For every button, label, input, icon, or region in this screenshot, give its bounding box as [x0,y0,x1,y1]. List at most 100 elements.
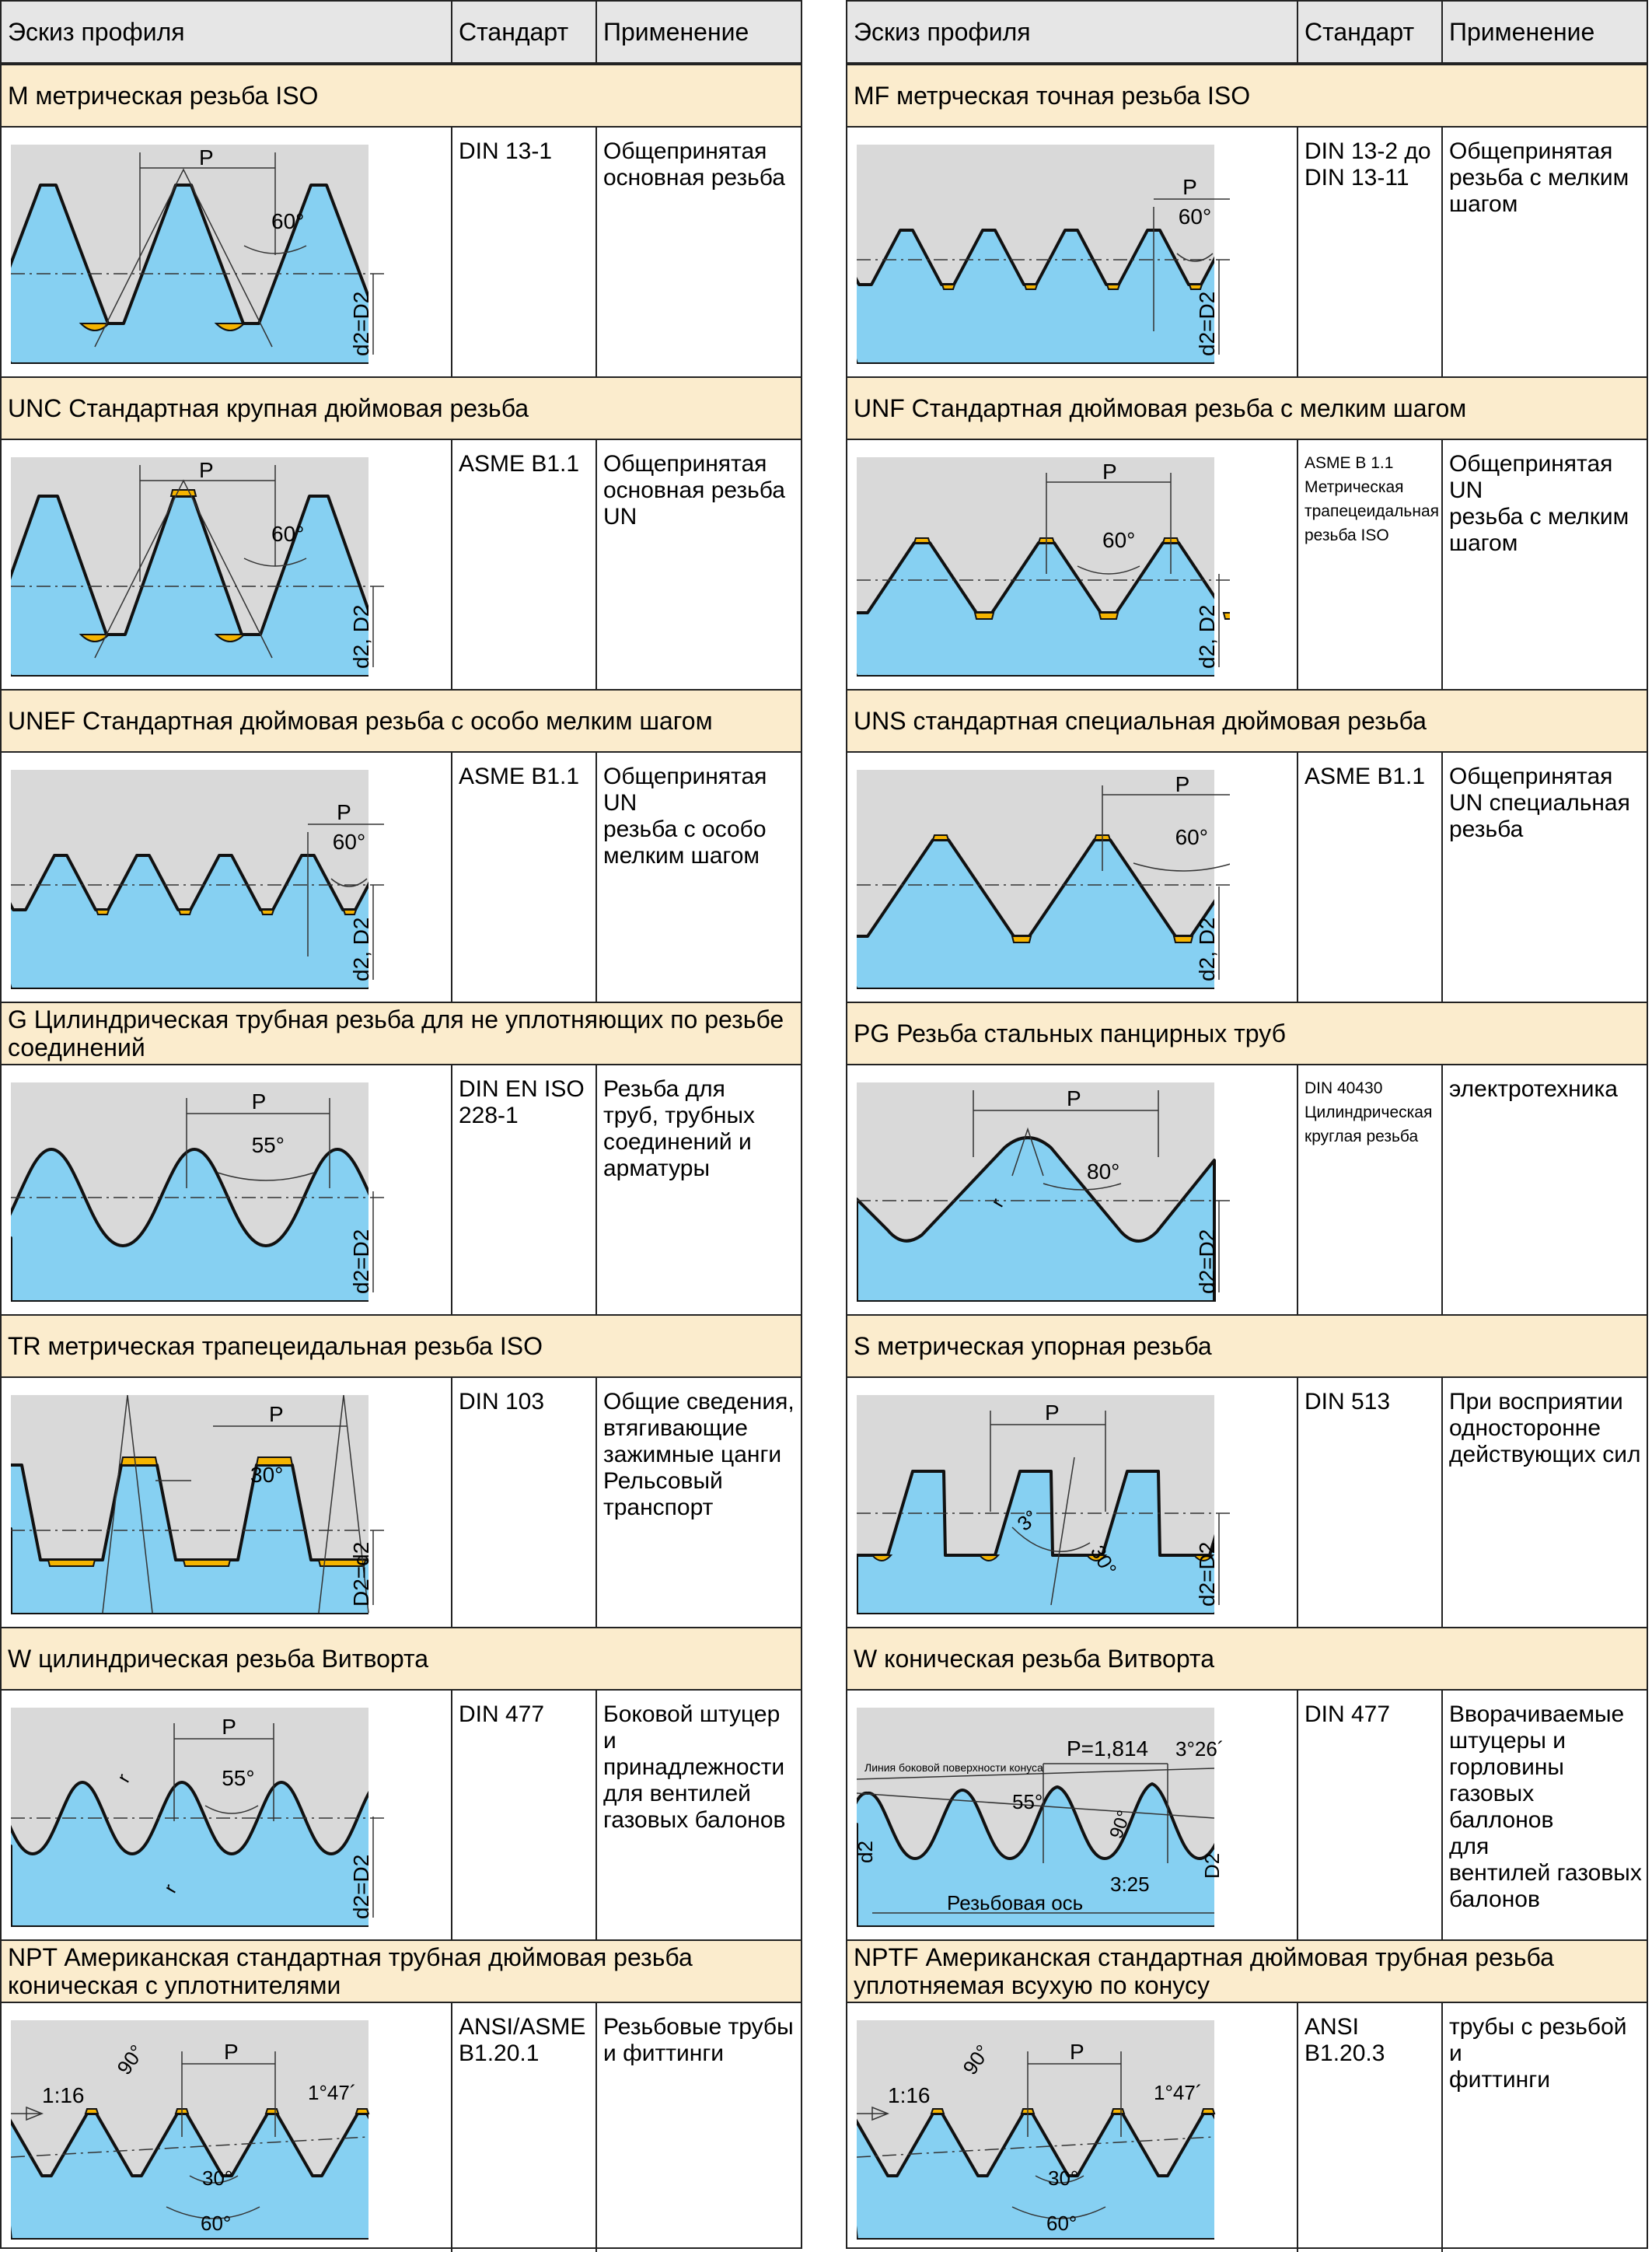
thread-row: P 60° d2, D2 ASME B1.1 Общепринятая UN специ… [847,753,1647,1002]
thread-profile [857,541,1214,677]
thread-row: P 30° D2=d2 DIN 103 Общие сведения, втягиваю… [2,1378,801,1627]
thread-row: 1:16 90° P 1°47´ 30° 60° ANSI B1.20.3 трубы с р… [847,2003,1647,2252]
pitch-label: P [224,2040,239,2064]
pitch-label: P [199,145,214,170]
root-zone [1023,284,1039,290]
angle-label: 60° [1175,825,1208,849]
root-zone [1098,612,1119,620]
crest-zone [1110,2108,1126,2114]
angle-30-label: 30° [202,2166,232,2190]
thread-profile [11,1148,368,1302]
pitch-dimension [155,1425,347,1481]
application-cell: При восприятии односторонне действующих … [1441,1378,1648,1627]
angle-arc [166,2175,260,2219]
standard-cell: DIN 40430 Цилиндрическая круглая резьба [1297,1065,1441,1314]
angle-label: 55° [252,1133,285,1157]
application-cell: Общепринятая основная резьба UN [595,440,802,689]
pitch-dimension [990,1411,1106,1606]
root-zone [317,1559,367,1567]
header-profile: Эскиз профиля [854,18,1031,46]
pitch-line [11,2136,369,2158]
header-standard: Стандарт [451,2,595,62]
table-header: Эскиз профиля Стандарт Применение [2,2,801,64]
angle-arc [1011,2175,1106,2219]
angle-30-label: 30° [1048,2166,1078,2190]
thread-profile [11,184,368,364]
thread-row: P 60° d2=D2 DIN 13-2 до DIN 13-11 Общепринят… [847,128,1647,376]
diameter-label: D2=d2 [349,1542,373,1607]
application-cell: Общепринятая UN специальная резьба [1441,753,1648,1002]
pitch-extension [1046,473,1172,574]
root-zone [1222,612,1230,620]
section-title: UNS стандартная специальная дюймовая рез… [847,689,1647,753]
flank-line-label: Линия боковой поверхности конуса [864,1761,1043,1774]
taper-label: 1:16 [42,2083,85,2107]
application-cell: Общепринятая UN резьба с мелким шагом [1441,440,1648,689]
root-zone [214,634,246,642]
angle-label: 60° [271,522,304,546]
section-title: G Цилиндрическая трубная резьба для не у… [2,1002,801,1065]
pitch-label: P [1182,175,1197,199]
application-cell: Общие сведения, втягивающие зажимные цан… [595,1378,802,1627]
profile-sketch: P 30° D2=d2 [11,1395,384,1614]
diameter-label: d2=D2 [1195,1229,1219,1294]
root-zone [1172,935,1194,943]
crest-zone [120,1456,159,1466]
angle-arc [1133,862,1230,872]
section-title: MF метрческая точная резьба ISO [847,64,1647,128]
pitch-label: P [1102,460,1117,484]
header-profile: Эскиз профиля [8,18,185,46]
root-zone [214,323,246,331]
header-application: Применение [595,2,802,62]
angle-label: 60° [271,209,304,233]
angle-label: 80° [1087,1159,1119,1184]
thread-row: P=1,814 3°26´ Линия боковой поверхности ко… [847,1691,1647,1939]
crest-zone [931,834,950,841]
application-cell: Резьбовые трубы и фиттинги [595,2003,802,2252]
standard-cell: ASME B1.1 [451,440,595,689]
root-zone [977,1554,1001,1561]
standard-cell: ANSI/ASME B1.20.1 [451,2003,595,2252]
taper-label: 1:16 [888,2083,931,2107]
profile-sketch: P=1,814 3°26´ Линия боковой поверхности ко… [857,1708,1230,1927]
pitch-extension [307,832,309,956]
pitch-label: P [252,1089,267,1114]
root-zone [79,323,111,331]
profile-sketch: P 55° r r d2=D2 [11,1708,384,1927]
root-zone [47,1559,96,1567]
thread-row: P 55° r r d2=D2 DIN 477 Боковой штуцер и прина… [2,1691,801,1939]
pitch-dimension [973,1090,1159,1157]
section-title: W коническая резьба Витворта [847,1627,1647,1691]
application-cell: Боковой штуцер и принадлежности для вент… [595,1691,802,1939]
angle-taper-label: 1°47´ [308,2081,356,2104]
angle-arc [1011,1526,1091,1552]
section-title: PG Резьба стальных панцирных труб [847,1002,1647,1065]
thread-profile [857,1782,1214,1927]
standard-cell: DIN EN ISO 228-1 [451,1065,595,1314]
standard-cell: DIN 13-1 [451,128,595,376]
root-zone [79,634,111,642]
section-title: W цилиндрическая резьба Витворта [2,1627,801,1691]
application-cell: Резьба для труб, трубных соединений и ар… [595,1065,802,1314]
profile-sketch: P 60° d2, D2 [11,457,384,677]
crest-zone [354,2108,370,2114]
angle-60-label: 60° [201,2212,231,2235]
standard-cell: DIN 13-2 до DIN 13-11 [1297,128,1441,376]
pitch-label: P [199,458,214,482]
d2-label: d2 [857,1841,877,1863]
profile-sketch: 1:16 90° P 1°47´ 30° 60° [857,2020,1230,2240]
crest-zone [255,1456,294,1466]
profile-sketch: P 60° d2=D2 [857,145,1230,364]
pitch-label: P [337,800,351,824]
angle-arc [1176,253,1214,262]
section-title: NPT Американская стандартная трубная дюй… [2,1939,801,2003]
angle-label: 60° [333,830,365,854]
right-table: Эскиз профиля Стандарт Применение MF мет… [846,0,1648,2252]
angle-arc [217,1172,315,1181]
pitch-extension [139,465,276,582]
crest-zone [264,2108,280,2114]
pitch-label: P=1,814 [1067,1736,1148,1761]
profile-sketch: P 55° d2=D2 [11,1082,384,1302]
angle-arc [243,558,307,567]
pitch-dimension [1043,1763,1168,1863]
